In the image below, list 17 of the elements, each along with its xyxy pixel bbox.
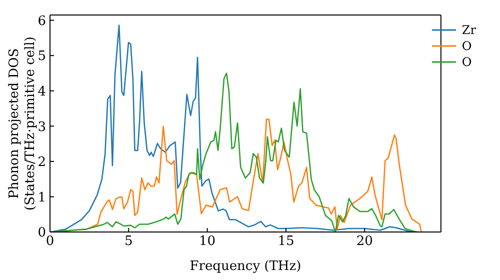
legend-label: O: [462, 54, 472, 70]
x-axis-title: Frequency (THz): [190, 259, 302, 274]
y-axis-title: Phonon projected DOS (States/THz·primitive cell): [7, 36, 38, 211]
y-tick-label: 1: [38, 190, 46, 206]
x-tick-label: 15: [278, 234, 294, 250]
legend-label: Zr: [462, 22, 476, 38]
x-tick-label: 20: [356, 234, 373, 250]
y-tick-label: 2: [38, 155, 46, 170]
line-series: [50, 24, 419, 232]
legend-label: O: [462, 38, 472, 54]
x-tick-label: 5: [124, 234, 133, 250]
y-tick-label: 3: [38, 120, 46, 135]
line-series: [50, 72, 417, 232]
y-tick-label: 6: [38, 14, 46, 29]
y-tick-label: 5: [38, 49, 46, 64]
x-tick-label: 10: [199, 234, 216, 250]
y-tick-label: 4: [38, 84, 46, 100]
